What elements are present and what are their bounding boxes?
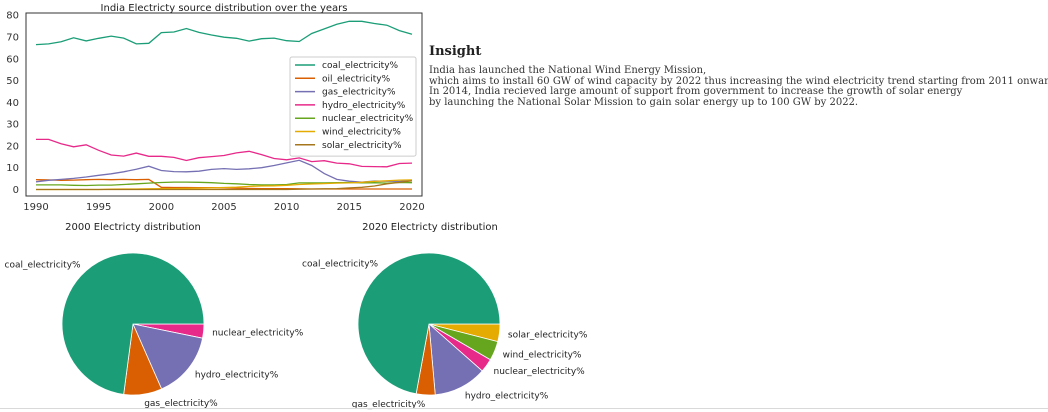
plot-frame [25, 12, 423, 197]
legend-label: wind_electricity% [322, 128, 401, 138]
legend-label: nuclear_electricity% [322, 114, 414, 124]
line-chart-title: India Electricty source distribution ove… [101, 3, 348, 14]
x-tick-label: 2015 [337, 202, 362, 212]
pie-slice-label: wind_electricity% [503, 351, 582, 361]
x-tick-label: 1995 [86, 202, 111, 212]
legend-label: oil_electricity% [322, 74, 391, 84]
divider [0, 408, 1048, 409]
insight-line: which aims to install 60 GW of wind capa… [429, 75, 1048, 87]
series-line-solar_electricity [36, 180, 413, 191]
pie-slice-label: coal_electricity% [302, 259, 379, 269]
insight-text: India has launched the National Wind Ene… [429, 65, 1048, 108]
pie-slice-label: hydro_electricity% [195, 370, 279, 380]
y-tick-label: 20 [6, 141, 19, 152]
legend-box [289, 56, 417, 157]
legend-label: gas_electricity% [322, 88, 396, 98]
x-tick-label: 2020 [399, 202, 424, 212]
y-tick-label: 60 [6, 54, 19, 65]
y-tick-label: 80 [6, 11, 19, 22]
y-tick-label: 0 [13, 185, 19, 196]
line-plot-area: 0 10 20 30 40 50 60 70 80 1990 1995 2000 2005 2010 201… [6, 11, 424, 212]
x-tick-label: 2005 [211, 202, 236, 212]
line-chart: India Electricty source distribution ove… [6, 3, 424, 212]
pie-slice-label: gas_electricity% [144, 399, 218, 409]
x-tick-label: 2010 [274, 202, 299, 212]
legend-label: hydro_electricity% [322, 101, 406, 111]
y-tick-label: 30 [6, 120, 19, 131]
y-tick-label: 10 [6, 163, 19, 174]
pie-slice-label: nuclear_electricity% [494, 367, 586, 377]
pie-slice-hydro_electricity [132, 323, 204, 390]
legend-label: solar_electricity% [322, 141, 402, 151]
pie-slice-coal_electricity [61, 252, 205, 395]
pie-2000-title: 2000 Electricty distribution [65, 222, 201, 233]
series-line-gas_electricity [35, 159, 413, 183]
series-line-coal_electricity [35, 20, 413, 46]
pie-chart-2000: 2000 Electricty distribution nuclear_ele… [5, 222, 304, 409]
y-tick-label: 70 [6, 32, 19, 43]
legend-label: coal_electricity% [322, 61, 399, 71]
series-line-hydro_electricity [36, 138, 413, 168]
y-tick-label: 40 [6, 98, 19, 109]
pie-chart-2020: 2020 Electricty distribution solar_elect… [302, 222, 588, 410]
insight-line: by launching the National Solar Mission … [429, 96, 859, 108]
y-tick-label: 50 [6, 76, 19, 87]
pie-slice-label: nuclear_electricity% [212, 329, 304, 339]
insight-line: India has launched the National Wind Ene… [429, 65, 707, 76]
pie-slice-label: hydro_electricity% [465, 392, 549, 402]
insight-heading: Insight [429, 44, 482, 59]
x-tick-label: 1990 [23, 202, 48, 212]
pie-slice-coal_electricity [357, 252, 501, 395]
pie-2020-title: 2020 Electricty distribution [362, 222, 498, 233]
x-tick-label: 2000 [149, 202, 174, 212]
pie-slice-label: gas_electricity% [352, 400, 426, 410]
pie-slice-label: coal_electricity% [5, 261, 82, 271]
pie-slice-label: solar_electricity% [508, 331, 588, 341]
insight-line: In 2014, India recieved large amount of … [429, 86, 963, 97]
